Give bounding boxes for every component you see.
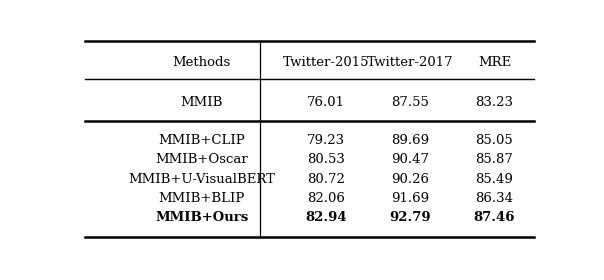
Text: 87.55: 87.55 [391, 96, 429, 109]
Text: 91.69: 91.69 [391, 192, 429, 205]
Text: 85.87: 85.87 [475, 153, 513, 166]
Text: 82.06: 82.06 [307, 192, 345, 205]
Text: 90.47: 90.47 [391, 153, 429, 166]
Text: 92.79: 92.79 [390, 211, 431, 225]
Text: 87.46: 87.46 [474, 211, 515, 225]
Text: 76.01: 76.01 [307, 96, 345, 109]
Text: 79.23: 79.23 [307, 134, 345, 147]
Text: MMIB: MMIB [181, 96, 223, 109]
Text: 80.53: 80.53 [307, 153, 345, 166]
Text: MMIB+Ours: MMIB+Ours [155, 211, 248, 225]
Text: MMIB+U-VisualBERT: MMIB+U-VisualBERT [129, 173, 275, 186]
Text: 80.72: 80.72 [307, 173, 345, 186]
Text: MMIB+Oscar: MMIB+Oscar [155, 153, 248, 166]
Text: 89.69: 89.69 [391, 134, 429, 147]
Text: Twitter-2017: Twitter-2017 [367, 56, 454, 69]
Text: 85.05: 85.05 [475, 134, 513, 147]
Text: Twitter-2015: Twitter-2015 [283, 56, 369, 69]
Text: 90.26: 90.26 [391, 173, 429, 186]
Text: 83.23: 83.23 [475, 96, 513, 109]
Text: MMIB+BLIP: MMIB+BLIP [159, 192, 245, 205]
Text: MMIB+CLIP: MMIB+CLIP [158, 134, 245, 147]
Text: 82.94: 82.94 [305, 211, 347, 225]
Text: 86.34: 86.34 [475, 192, 513, 205]
Text: Methods: Methods [173, 56, 231, 69]
Text: MRE: MRE [478, 56, 511, 69]
Text: 85.49: 85.49 [475, 173, 513, 186]
